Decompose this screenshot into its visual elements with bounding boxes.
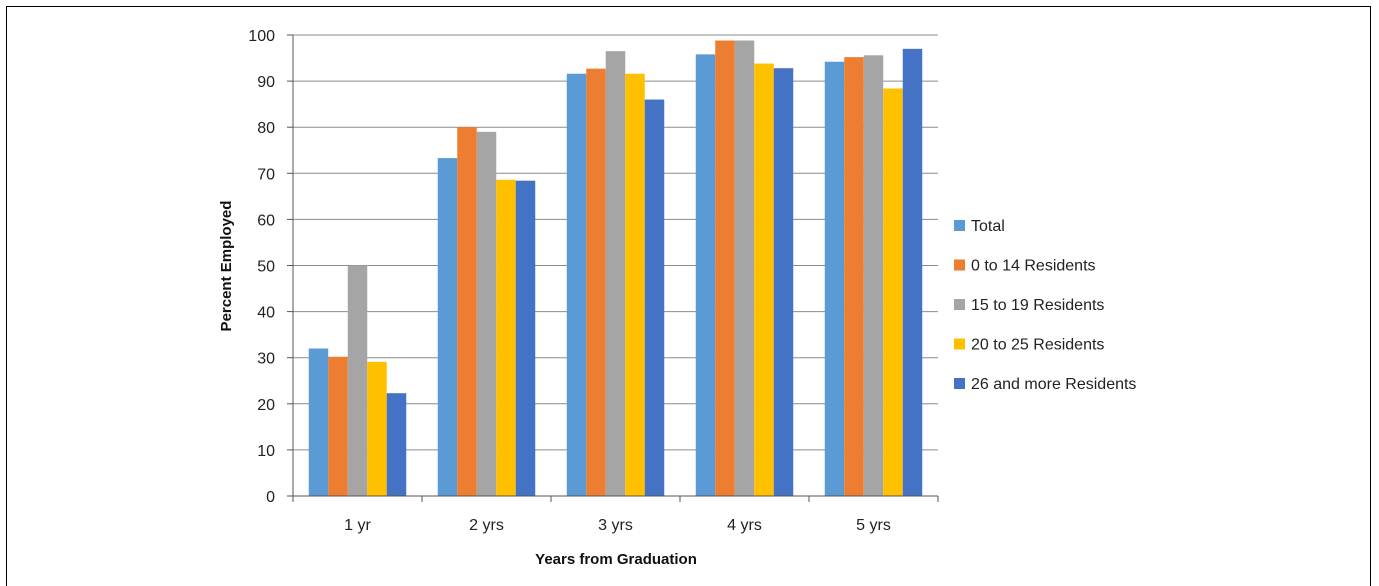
bar: [515, 180, 536, 496]
x-tick-labels: 1 yr 2 yrs 3 yrs 4 yrs 5 yrs: [344, 517, 891, 534]
bar: [605, 51, 626, 496]
x-tick-label: 4 yrs: [727, 517, 762, 534]
y-tick-label: 0: [266, 489, 275, 506]
bar: [496, 179, 516, 496]
bar: [308, 348, 329, 496]
legend-label: 26 and more Residents: [971, 376, 1136, 393]
bar: [437, 158, 458, 496]
legend-label: 0 to 14 Residents: [971, 258, 1096, 275]
y-tick-label: 10: [257, 443, 275, 460]
x-tick-label: 1 yr: [344, 517, 371, 534]
legend-swatch: [954, 378, 965, 389]
bar: [328, 356, 348, 496]
bar: [586, 68, 606, 496]
y-tick-label: 70: [257, 166, 275, 183]
bars: [308, 40, 923, 497]
chart-frame: [6, 6, 1371, 586]
x-tick-label: 3 yrs: [598, 517, 633, 534]
bar: [863, 55, 884, 497]
y-tick-label: 80: [257, 120, 275, 137]
y-tick-label: 60: [257, 212, 275, 229]
bar: [367, 361, 387, 496]
bar: [347, 265, 368, 496]
y-tick-label: 50: [257, 259, 275, 276]
bar: [734, 40, 755, 496]
x-tick-label: 5 yrs: [856, 517, 891, 534]
y-tick-label: 90: [257, 74, 275, 91]
x-axis-title: Years from Graduation: [535, 551, 697, 568]
axes: [292, 35, 939, 502]
legend-label: 15 to 19 Residents: [971, 297, 1104, 314]
bar: [844, 57, 864, 497]
y-tick-label: 20: [257, 397, 275, 414]
legend-label: 20 to 25 Residents: [971, 337, 1104, 354]
legend: Total 0 to 14 Residents 15 to 19 Residents…: [954, 218, 1136, 393]
bar: [476, 131, 497, 496]
y-tick-label: 100: [248, 28, 275, 45]
bar: [824, 61, 845, 496]
y-tick-label: 30: [257, 351, 275, 368]
legend-swatch: [954, 220, 965, 231]
legend-swatch: [954, 299, 965, 310]
y-tick-label: 40: [257, 305, 275, 322]
x-tick-label: 2 yrs: [469, 517, 504, 534]
y-tick-labels: 0 10 20 30 40 50 60 70 80 90 100: [248, 28, 275, 506]
bar: [715, 40, 735, 496]
bar: [625, 73, 645, 496]
legend-swatch: [954, 338, 965, 350]
bar: [773, 68, 794, 496]
bar: [695, 54, 716, 496]
bar: [386, 393, 407, 496]
bar: [902, 48, 923, 497]
bar: [644, 99, 665, 496]
bar: [883, 88, 903, 496]
y-axis-title: Percent Employed: [218, 201, 235, 332]
bar: [566, 73, 587, 496]
bar: [457, 127, 477, 496]
legend-swatch: [954, 259, 965, 271]
bar: [754, 63, 774, 496]
legend-label: Total: [971, 218, 1005, 235]
